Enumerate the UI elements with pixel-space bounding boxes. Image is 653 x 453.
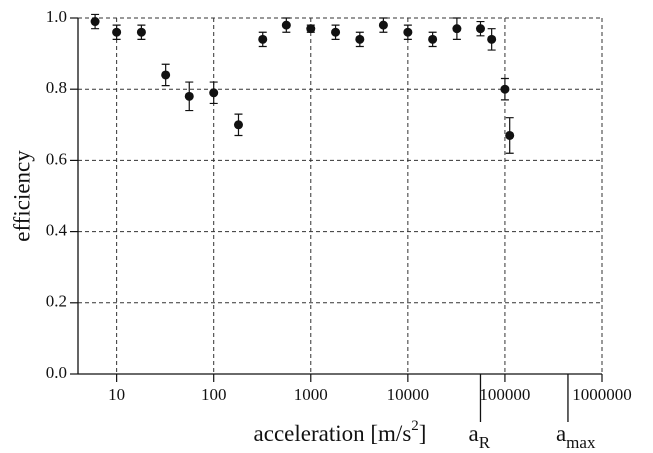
data-point [184,91,194,101]
data-point [355,34,365,44]
annotation-sub: R [479,433,491,452]
x-tick-label: 1000 [294,385,328,404]
data-point [403,27,413,37]
y-tick-label: 0.0 [46,363,67,382]
annotation-text: a [556,421,566,446]
y-axis-label: efficiency [9,150,34,242]
annotation: aR [468,421,490,452]
data-point [90,17,100,27]
x-tick-label: 10 [108,385,125,404]
x-tick-label: 10000 [387,385,430,404]
data-point [331,27,341,37]
data-point [233,120,243,130]
y-tick-label: 0.2 [46,292,67,311]
x-tick-label: 1000000 [572,385,632,404]
annotation-text: a [468,421,478,446]
data-point [136,27,146,37]
x-tick-label: 100000 [479,385,530,404]
x-axis-label: acceleration [m/s2] [254,418,427,446]
data-point [258,34,268,44]
data-point [306,24,316,34]
data-point [428,34,438,44]
data-point [505,130,515,140]
annotation-sub: max [566,433,596,452]
x-axis-label-main: acceleration [m/s [254,421,412,446]
data-point [112,27,122,37]
data-point [378,20,388,30]
x-axis-label-tail: ] [419,421,427,446]
data-point [209,88,219,98]
data-point [487,34,497,44]
data-point [281,20,291,30]
y-tick-label: 1.0 [46,7,67,26]
y-tick-label: 0.6 [46,149,67,168]
y-tick-label: 0.4 [46,221,68,240]
data-point [500,84,510,94]
x-axis-label-sup: 2 [411,418,419,434]
data-point [161,70,171,80]
annotation: amax [556,421,596,452]
y-tick-label: 0.8 [46,78,67,97]
data-point [475,24,485,34]
x-tick-label: 100 [201,385,227,404]
data-point [452,24,462,34]
